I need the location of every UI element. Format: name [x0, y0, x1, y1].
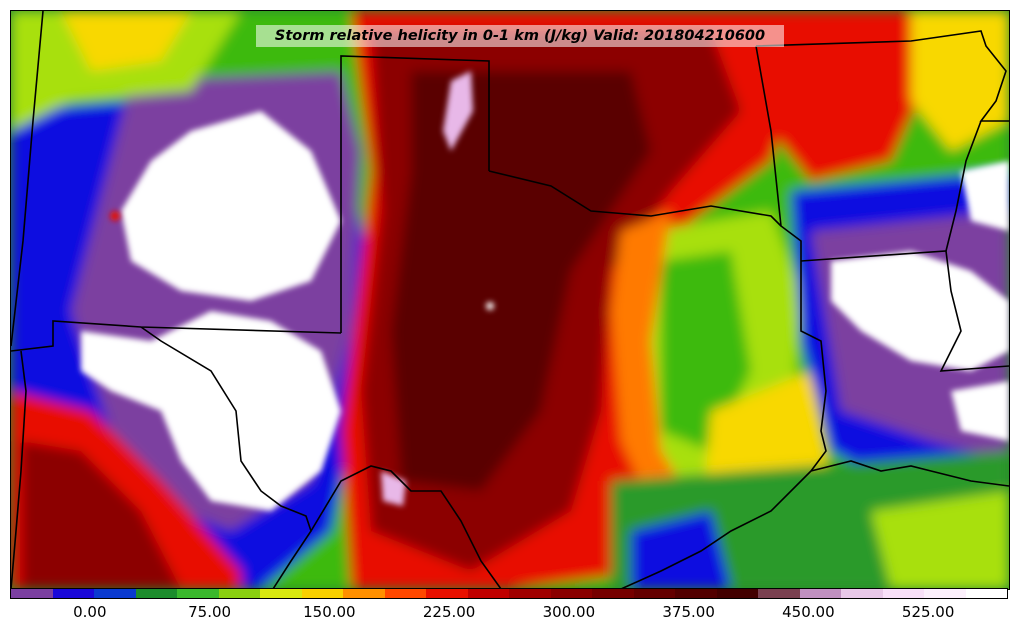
colorbar-segment	[52, 589, 94, 598]
colorbar-tick-label: 450.00	[782, 603, 835, 621]
map-title: Storm relative helicity in 0-1 km (J/kg)…	[256, 25, 784, 47]
colorbar-tick-label: 0.00	[73, 603, 107, 621]
colorbar-segment	[426, 589, 468, 598]
colorbar-tick-label: 375.00	[662, 603, 715, 621]
colorbar-segment	[94, 589, 136, 598]
colorbar-segment	[633, 589, 675, 598]
colorbar-segment	[509, 589, 551, 598]
colorbar-segment	[592, 589, 634, 598]
colorbar-segment	[675, 589, 717, 598]
colorbar-segment	[924, 589, 966, 598]
low-helicity-regions	[81, 111, 1009, 511]
colorbar-segment	[716, 589, 758, 598]
colorbar-segment	[467, 589, 509, 598]
colorbar-segment	[550, 589, 592, 598]
colorbar-segment	[301, 589, 343, 598]
state-boundaries	[11, 11, 1009, 589]
colorbar-tick-label: 225.00	[422, 603, 476, 621]
colorbar-tick-label: 75.00	[188, 603, 232, 621]
colorbar-segment	[11, 589, 53, 598]
colorbar-labels: 0.00 75.00 150.00 225.00 300.00 375.00 450.00 5…	[10, 601, 1008, 625]
colorbar-segment	[135, 589, 177, 598]
colorbar-segment	[384, 589, 426, 598]
colorbar-tick-label: 150.00	[303, 603, 356, 621]
colorbar-segment	[965, 589, 1007, 598]
colorbar-tick-label: 525.00	[901, 603, 955, 621]
helicity-field-map	[11, 11, 1009, 589]
colorbar-segment	[841, 589, 883, 598]
colorbar-tick-label: 300.00	[542, 603, 596, 621]
colorbar-segment	[343, 589, 385, 598]
colorbar-segment	[177, 589, 219, 598]
map-panel: Storm relative helicity in 0-1 km (J/kg)…	[10, 10, 1010, 590]
colorbar-segment	[260, 589, 302, 598]
colorbar	[10, 588, 1008, 599]
colorbar-segment	[218, 589, 260, 598]
colorbar-segment	[758, 589, 800, 598]
colorbar-segment	[799, 589, 841, 598]
colorbar-segment	[882, 589, 924, 598]
